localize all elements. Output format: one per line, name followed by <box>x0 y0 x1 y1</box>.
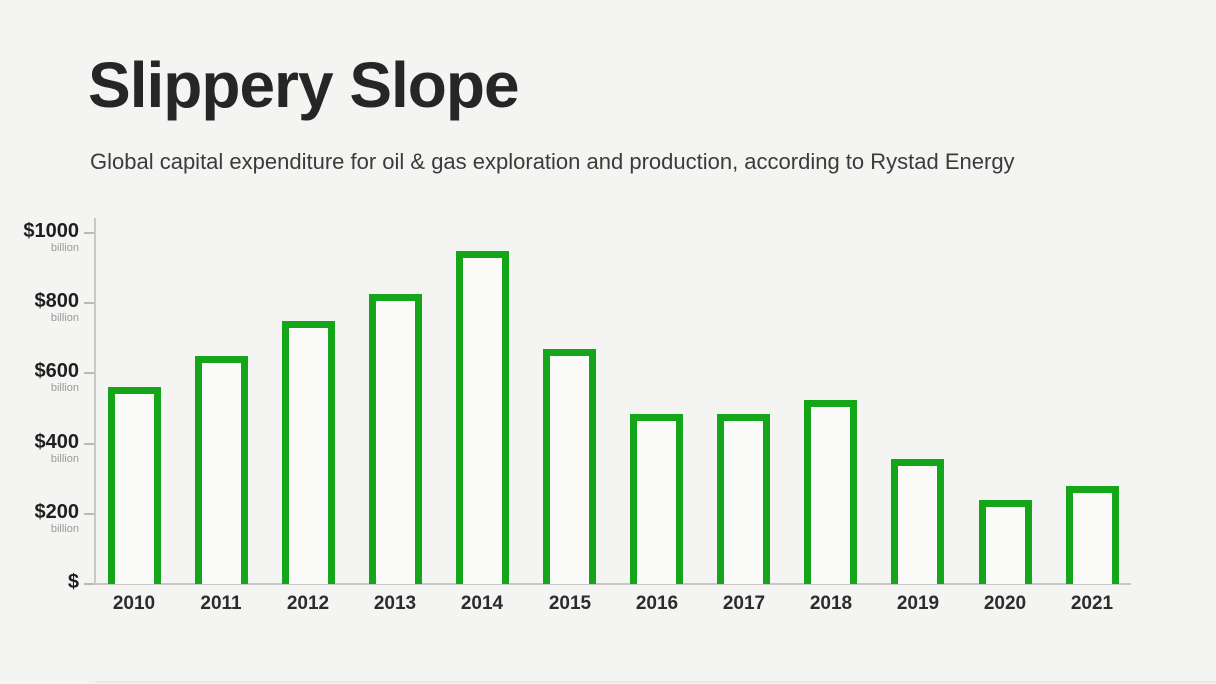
y-tick <box>84 232 94 234</box>
bar-2018 <box>804 400 857 584</box>
y-axis-line <box>94 218 96 584</box>
y-tick-unit: billion <box>50 312 79 324</box>
bar-2013 <box>369 294 422 584</box>
x-axis-label-2013: 2013 <box>373 593 417 614</box>
y-tick <box>84 513 94 515</box>
y-tick-unit: billion <box>50 523 79 535</box>
x-axis-line <box>94 583 1131 585</box>
x-axis-label-2015: 2015 <box>548 593 592 614</box>
y-tick <box>84 372 94 374</box>
x-axis-label-2016: 2016 <box>635 593 679 614</box>
bar-2019 <box>891 459 944 584</box>
x-axis-label-2017: 2017 <box>722 593 766 614</box>
x-axis-label-2012: 2012 <box>286 593 330 614</box>
y-tick-label: $1000 <box>23 220 79 242</box>
x-axis-label-2011: 2011 <box>200 593 242 614</box>
x-axis-label-2019: 2019 <box>896 593 940 614</box>
y-tick-label: $ <box>67 571 79 593</box>
bar-2010 <box>108 387 161 584</box>
bottom-edge-line <box>95 681 1216 683</box>
y-tick <box>84 302 94 304</box>
y-tick <box>84 583 94 585</box>
x-axis-label-2018: 2018 <box>809 593 853 614</box>
chart-subtitle: Global capital expenditure for oil & gas… <box>90 149 1015 174</box>
y-tick-label: $400 <box>34 431 80 453</box>
x-axis-label-2021: 2021 <box>1070 593 1114 614</box>
x-axis-label-2020: 2020 <box>983 593 1027 614</box>
bar-2020 <box>979 500 1032 584</box>
bar-2014 <box>456 251 509 584</box>
bar-2017 <box>717 414 770 584</box>
y-tick <box>84 443 94 445</box>
y-tick-unit: billion <box>50 242 79 254</box>
x-axis-label-2010: 2010 <box>112 593 156 614</box>
y-tick-label: $800 <box>34 290 80 312</box>
page-title: Slippery Slope <box>88 49 520 121</box>
y-tick-label: $200 <box>34 501 80 523</box>
bar-2015 <box>543 349 596 584</box>
bar-2021 <box>1066 486 1119 584</box>
x-axis-label-2014: 2014 <box>460 593 504 614</box>
bar-2012 <box>282 321 335 584</box>
bar-2016 <box>630 414 683 584</box>
y-tick-unit: billion <box>50 453 79 465</box>
y-tick-unit: billion <box>50 382 79 394</box>
bar-2011 <box>195 356 248 584</box>
y-tick-label: $600 <box>34 360 80 382</box>
